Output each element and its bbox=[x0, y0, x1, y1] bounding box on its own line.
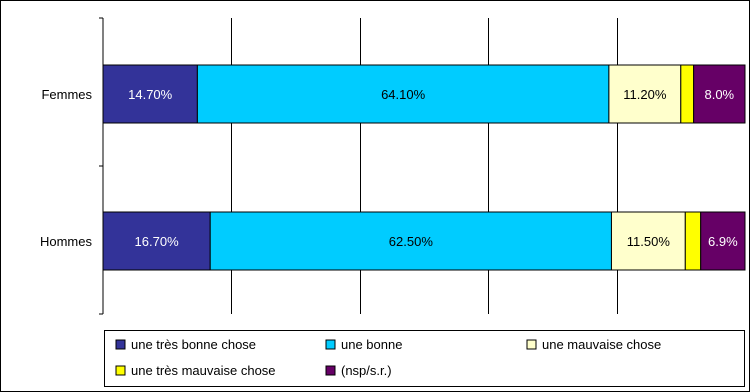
bar-segment bbox=[693, 64, 746, 124]
legend-entry: une bonne bbox=[341, 337, 402, 352]
bar-segment bbox=[102, 64, 198, 124]
bar-segment bbox=[680, 64, 695, 124]
legend-entry: (nsp/s.r.) bbox=[341, 363, 392, 378]
category-label: Hommes bbox=[40, 234, 93, 249]
legend-swatch bbox=[115, 339, 126, 350]
legend-swatch bbox=[325, 339, 336, 350]
bar-segment bbox=[610, 211, 686, 271]
legend-entry: une mauvaise chose bbox=[542, 337, 661, 352]
y-axis-ticks bbox=[99, 17, 103, 315]
legend-entry: une très bonne chose bbox=[131, 337, 256, 352]
legend-entry: une très mauvaise chose bbox=[131, 363, 276, 378]
bar-segment bbox=[209, 211, 612, 271]
legend: une très bonne chose une bonne une mauvais… bbox=[115, 337, 661, 378]
data-label: 11.20% bbox=[623, 87, 667, 102]
legend-swatch bbox=[325, 365, 336, 376]
data-label: 16.70% bbox=[135, 234, 180, 249]
data-label: 11.50% bbox=[627, 234, 671, 249]
data-label: 6.9% bbox=[708, 234, 738, 249]
bar-segment bbox=[684, 211, 702, 271]
bar-segment bbox=[608, 64, 682, 124]
bars: 14.70% 64.10% 11.20% 8.0% 16.70% 62.50% 11.50%… bbox=[102, 64, 746, 271]
category-label: Femmes bbox=[41, 87, 92, 102]
bar-segment bbox=[196, 64, 610, 124]
data-label: 8.0% bbox=[704, 87, 734, 102]
data-label: 14.70% bbox=[128, 87, 173, 102]
bar-segment bbox=[700, 211, 746, 271]
data-label: 64.10% bbox=[381, 87, 426, 102]
legend-box bbox=[104, 330, 745, 387]
category-labels: Femmes Hommes bbox=[40, 87, 93, 249]
legend-swatch bbox=[526, 339, 537, 350]
data-label: 62.50% bbox=[389, 234, 434, 249]
bar-segment bbox=[102, 211, 211, 271]
legend-swatch bbox=[115, 365, 126, 376]
